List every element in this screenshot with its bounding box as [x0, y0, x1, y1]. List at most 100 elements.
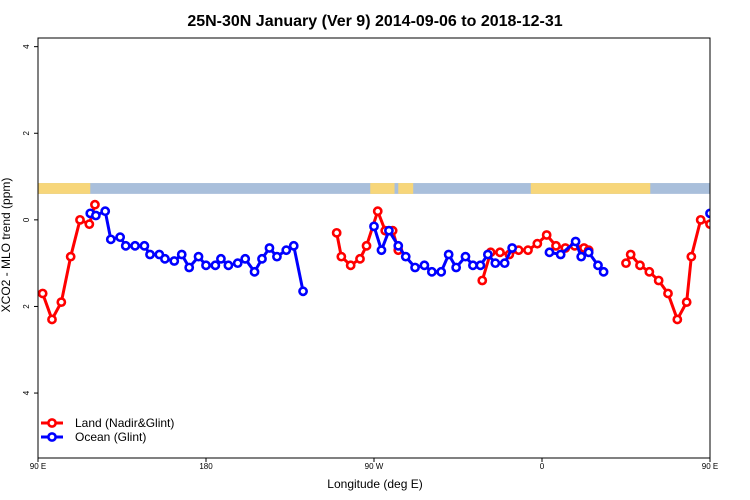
data-point — [369, 221, 379, 232]
y-axis: 4 2 0 2 4 — [22, 44, 38, 395]
data-point — [495, 247, 505, 258]
data-point — [288, 240, 299, 251]
data-point — [436, 266, 447, 277]
data-point — [672, 314, 683, 325]
x-axis-label: Longitude (deg E) — [327, 477, 422, 491]
data-point — [257, 253, 267, 264]
data-point — [216, 253, 226, 264]
data-point — [544, 247, 555, 258]
data-point — [240, 253, 251, 264]
data-point — [201, 260, 211, 271]
legend-marker — [47, 432, 57, 442]
data-point — [644, 266, 655, 277]
data-point — [264, 243, 275, 253]
chart-title: 25N-30N January (Ver 9) 2014-09-06 to 20… — [187, 13, 562, 30]
data-point — [593, 260, 603, 271]
data-point — [532, 238, 543, 249]
data-point — [712, 212, 719, 219]
data-point — [598, 266, 609, 277]
data-point — [160, 253, 170, 264]
y-tick-label: 2 — [22, 304, 31, 309]
data-point — [84, 219, 95, 230]
data-point — [621, 258, 631, 269]
data-point — [736, 234, 743, 241]
data-point — [705, 219, 710, 230]
data-point — [65, 251, 76, 262]
data-point — [742, 242, 749, 249]
data-point — [105, 234, 116, 245]
legend-label: Ocean (Glint) — [75, 430, 146, 444]
data-point — [384, 225, 394, 236]
x-tick-label: 180 — [199, 462, 213, 471]
data-point — [361, 240, 372, 251]
data-point — [721, 208, 728, 215]
y-tick-label: 0 — [22, 217, 31, 222]
data-point — [130, 240, 140, 251]
data-point — [681, 297, 692, 308]
data-point — [400, 251, 411, 262]
data-point — [210, 260, 221, 271]
data-point — [410, 262, 420, 273]
data-point — [115, 232, 126, 243]
data-point — [139, 240, 150, 251]
x-tick-label: 90 W — [365, 462, 384, 471]
data-point — [541, 230, 552, 240]
x-axis: 90 E 180 90 W 0 90 E — [30, 458, 718, 471]
data-point — [551, 240, 561, 251]
data-point — [38, 288, 48, 299]
data-point — [345, 260, 356, 271]
x-tick-label: 90 E — [30, 462, 46, 471]
legend-label: Land (Nadir&Glint) — [75, 416, 174, 430]
data-point — [570, 236, 581, 247]
data-point — [331, 227, 342, 238]
data-point — [298, 286, 308, 297]
data-point — [249, 266, 260, 277]
data-point — [499, 258, 510, 269]
data-point — [355, 253, 365, 264]
x-tick-label: 90 E — [702, 462, 718, 471]
data-point — [523, 245, 533, 256]
land-band — [370, 183, 395, 194]
data-point — [727, 236, 734, 243]
data-point — [56, 297, 67, 308]
data-point — [482, 249, 493, 260]
data-point — [635, 260, 645, 271]
data-point — [145, 249, 155, 260]
data-point — [47, 314, 57, 325]
y-tick-label: 2 — [22, 130, 31, 135]
data-point — [686, 251, 697, 262]
data-point — [443, 249, 454, 260]
y-tick-label: 4 — [22, 390, 31, 395]
legend-marker — [47, 418, 57, 428]
data-point — [232, 258, 243, 269]
data-point — [184, 262, 195, 273]
data-point — [90, 210, 101, 221]
land-band — [398, 183, 414, 194]
data-point — [468, 260, 478, 271]
data-point — [223, 260, 234, 271]
series-line — [89, 209, 305, 292]
x-tick-label: 0 — [540, 462, 545, 471]
data-point — [490, 258, 501, 269]
data-point — [426, 266, 437, 277]
data-point — [477, 275, 488, 286]
legend: Land (Nadir&Glint)Ocean (Glint) — [41, 416, 174, 444]
series-layer — [38, 199, 749, 325]
data-point — [653, 275, 664, 286]
data-point — [272, 251, 282, 262]
data-point — [75, 214, 85, 225]
data-point — [695, 214, 706, 225]
data-point — [336, 251, 347, 262]
y-tick-label: 4 — [22, 44, 31, 49]
data-point — [507, 243, 518, 253]
data-point — [193, 251, 204, 262]
data-point — [475, 260, 486, 271]
series-line — [709, 213, 710, 215]
data-point — [281, 245, 292, 256]
data-point — [460, 251, 471, 262]
y-axis-label: XCO2 - MLO trend (ppm) — [0, 178, 13, 313]
data-point — [625, 249, 636, 260]
data-point — [372, 206, 383, 217]
data-point — [419, 260, 430, 271]
